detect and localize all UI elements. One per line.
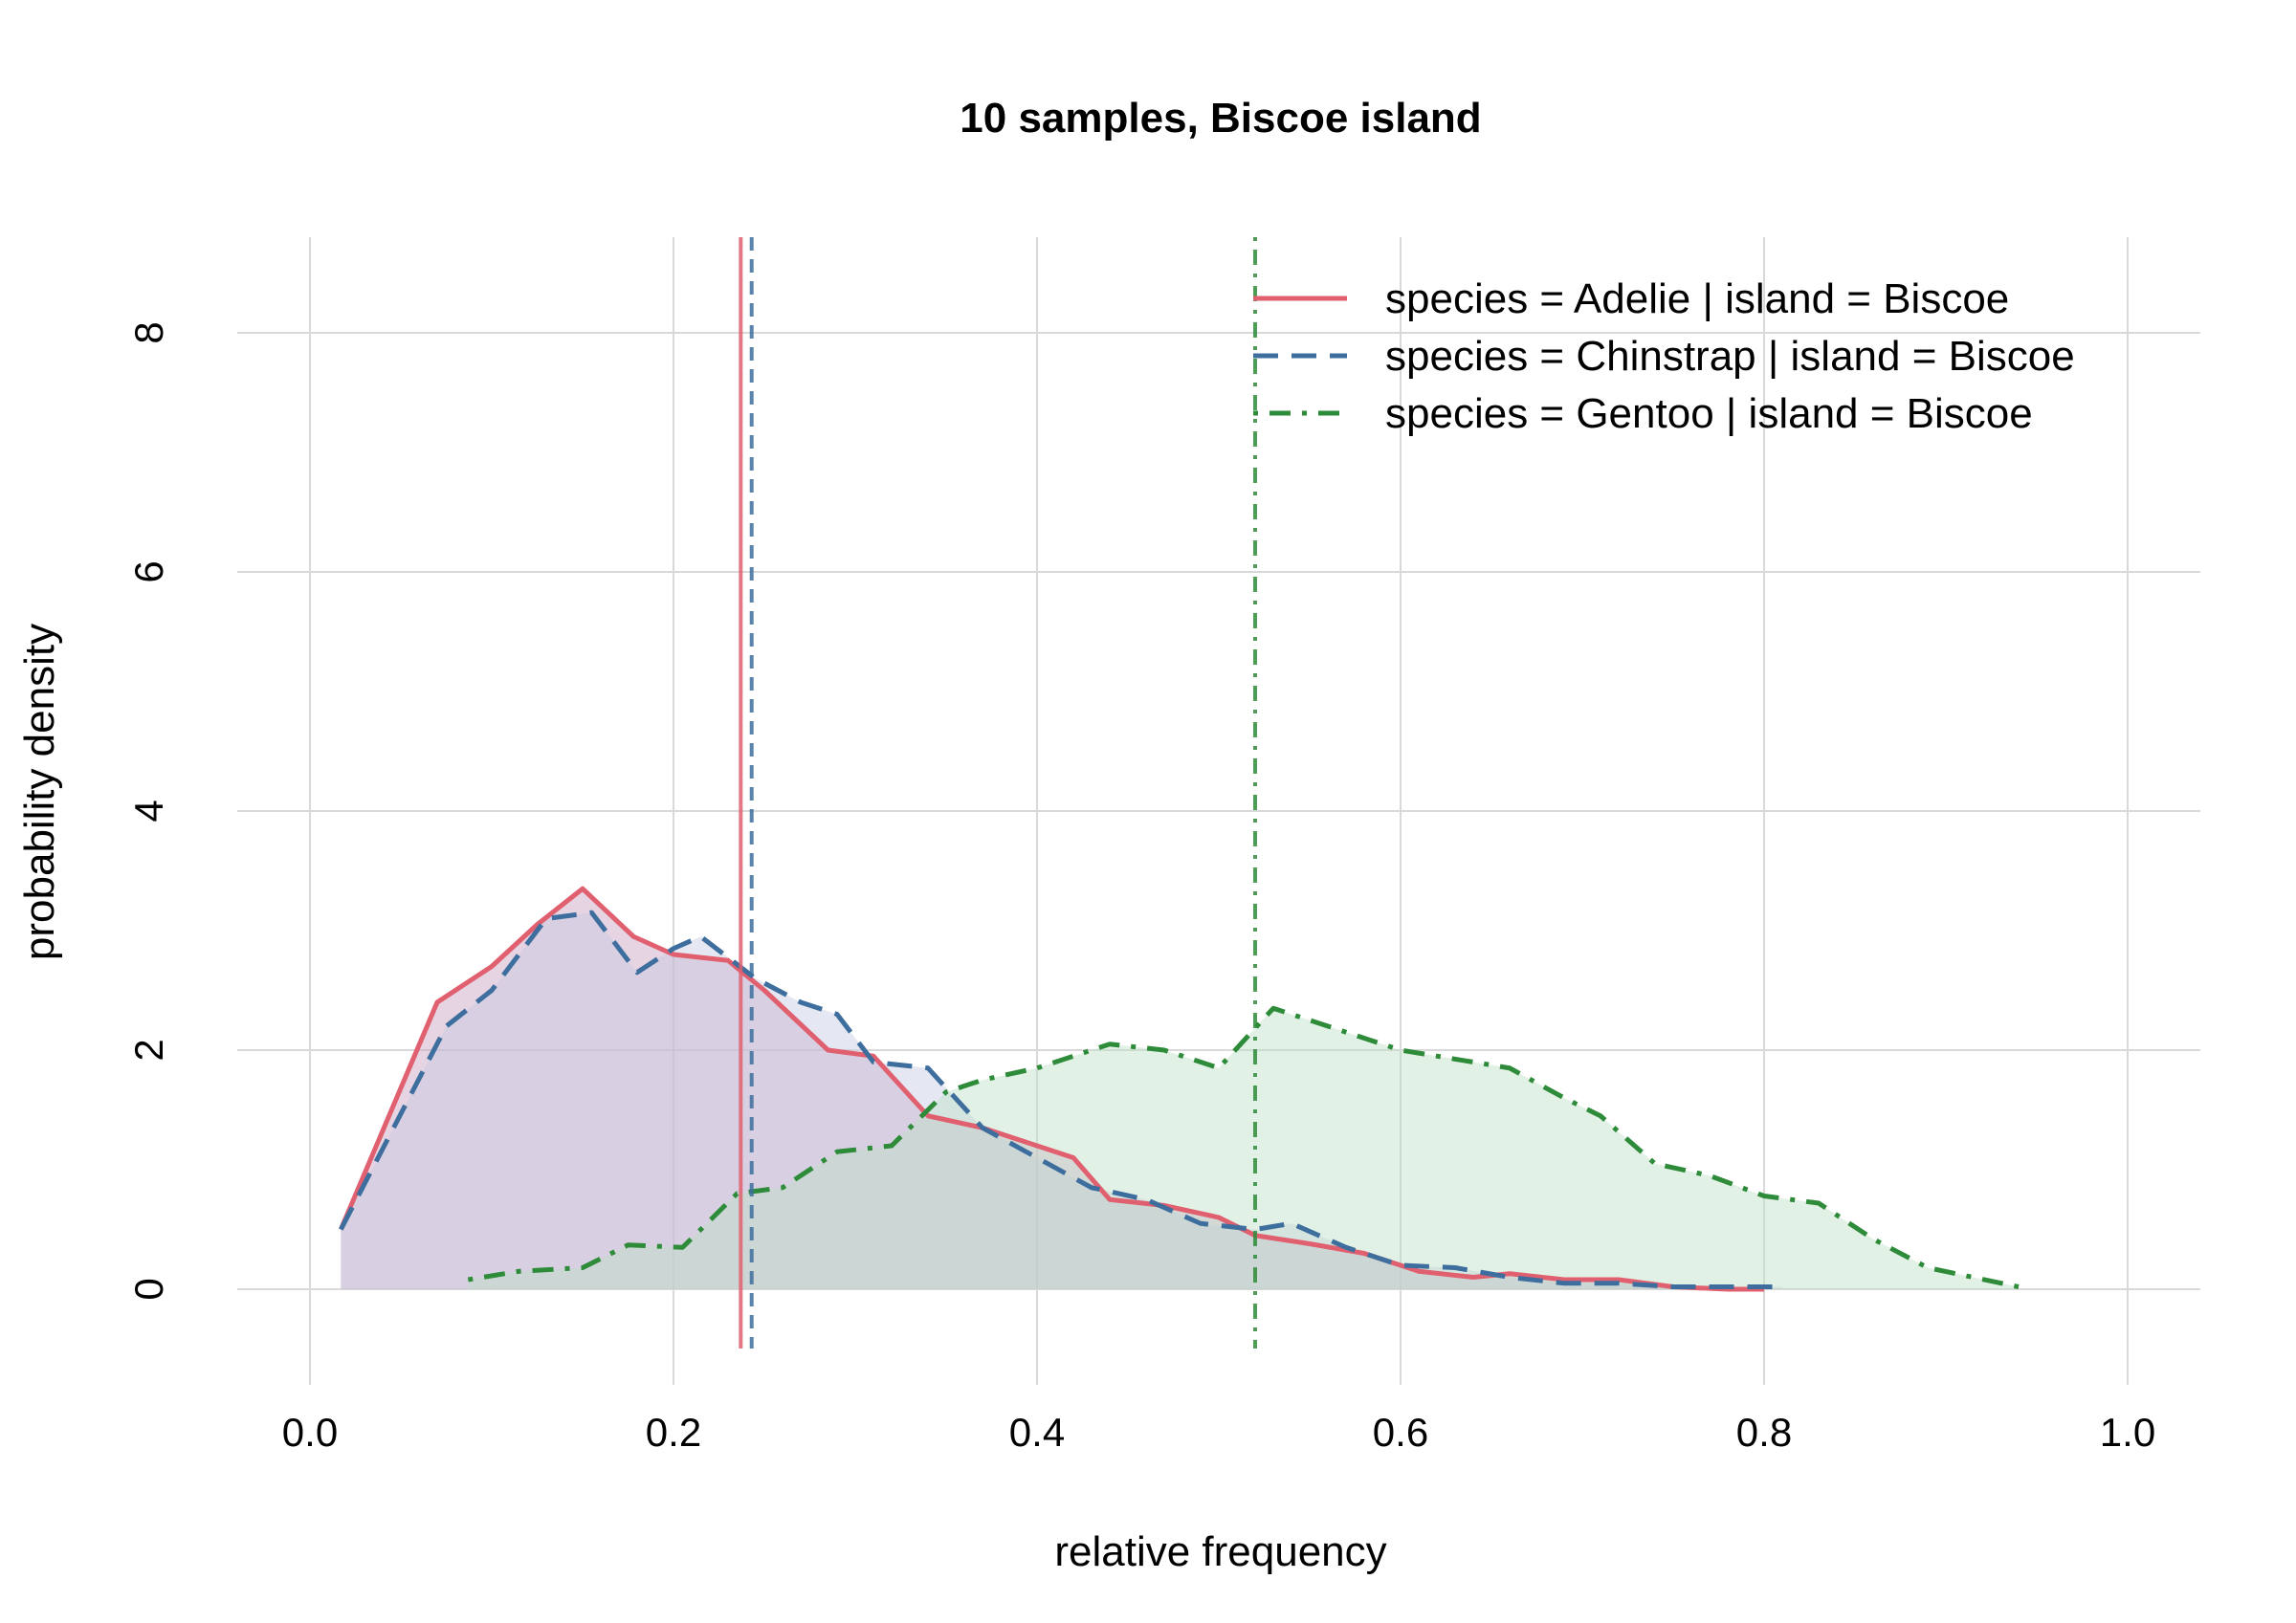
y-axis-ticks: 0 2 4 6 8 [126, 321, 171, 1300]
x-axis-ticks: 0.0 0.2 0.4 0.6 0.8 1.0 [282, 1410, 2155, 1455]
x-tick-label-4: 0.8 [1736, 1410, 1792, 1455]
x-tick-label-1: 0.2 [646, 1410, 701, 1455]
x-tick-label-5: 1.0 [2100, 1410, 2155, 1455]
density-fill-2 [468, 1008, 2019, 1289]
legend-label-0: species = Adelie | island = Biscoe [1385, 275, 2009, 322]
legend-label-2: species = Gentoo | island = Biscoe [1385, 390, 2033, 437]
y-tick-label-0: 0 [126, 1278, 171, 1300]
x-tick-label-2: 0.4 [1009, 1410, 1065, 1455]
chart-title: 10 samples, Biscoe island [960, 95, 1481, 142]
y-tick-label-1: 2 [126, 1039, 171, 1061]
density-fill-1 [341, 912, 1782, 1289]
density-fills [341, 888, 2019, 1289]
mean-lines [739, 237, 1257, 1349]
density-fill-0 [341, 888, 1764, 1289]
grid-lines [237, 237, 2200, 1385]
legend-label-1: species = Chinstrap | island = Biscoe [1385, 333, 2075, 380]
x-axis-label: relative frequency [1054, 1528, 1386, 1575]
y-tick-label-4: 8 [126, 321, 171, 343]
density-line-0 [338, 886, 1764, 1292]
x-tick-label-0: 0.0 [282, 1410, 338, 1455]
density-lines [338, 886, 2020, 1292]
x-tick-label-3: 0.6 [1373, 1410, 1428, 1455]
density-line-2 [467, 1005, 2020, 1289]
y-tick-label-2: 4 [126, 800, 171, 822]
y-axis-label: probability density [16, 624, 63, 960]
y-tick-label-3: 6 [126, 560, 171, 582]
density-line-1 [339, 910, 1782, 1289]
legend: species = Adelie | island = Biscoe specie… [1253, 275, 2075, 437]
